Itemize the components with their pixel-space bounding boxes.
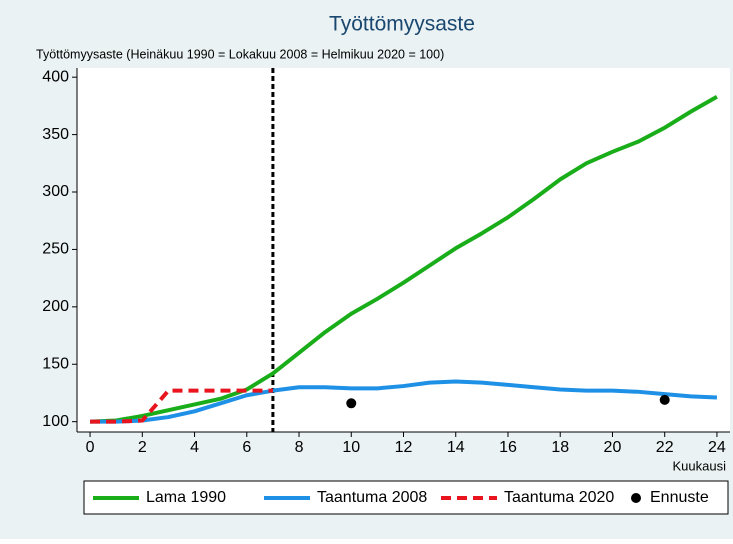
- forecast-point: [346, 398, 357, 409]
- y-axis-label: Työttömyysaste (Heinäkuu 1990 = Lokakuu …: [36, 47, 444, 61]
- x-tick-label: 4: [190, 439, 199, 456]
- legend-label: Taantuma 2020: [504, 489, 614, 506]
- y-tick-label: 400: [42, 68, 69, 85]
- y-tick-label: 200: [42, 298, 69, 315]
- legend-label: Ennuste: [650, 489, 709, 506]
- plot-area: [77, 68, 730, 432]
- x-tick-label: 2: [138, 439, 147, 456]
- x-tick-label: 18: [551, 439, 569, 456]
- x-tick-label: 24: [708, 439, 726, 456]
- series-line: [90, 379, 718, 424]
- y-tick-label: 300: [42, 183, 69, 200]
- series-line: [89, 94, 718, 424]
- x-tick-label: 0: [86, 439, 95, 456]
- forecast-point: [659, 394, 670, 405]
- y-tick-label: 250: [42, 241, 69, 258]
- legend-label: Taantuma 2008: [317, 489, 427, 506]
- legend-marker: [631, 493, 641, 503]
- chart-title: Työttömyysaste: [329, 13, 475, 36]
- x-tick-label: 16: [499, 439, 517, 456]
- series-line: [90, 388, 273, 424]
- y-tick-label: 100: [42, 413, 69, 430]
- legend-label: Lama 1990: [146, 489, 226, 506]
- x-axis-label: Kuukausi: [673, 458, 727, 473]
- x-tick-label: 22: [656, 439, 674, 456]
- y-tick-label: 150: [42, 355, 69, 372]
- x-tick-label: 12: [395, 439, 413, 456]
- x-tick-label: 8: [295, 439, 304, 456]
- x-tick-label: 20: [604, 439, 622, 456]
- x-tick-label: 10: [342, 439, 360, 456]
- legend-box: [83, 480, 729, 515]
- x-tick-label: 14: [447, 439, 465, 456]
- y-tick-label: 350: [42, 126, 69, 143]
- x-tick-label: 6: [242, 439, 251, 456]
